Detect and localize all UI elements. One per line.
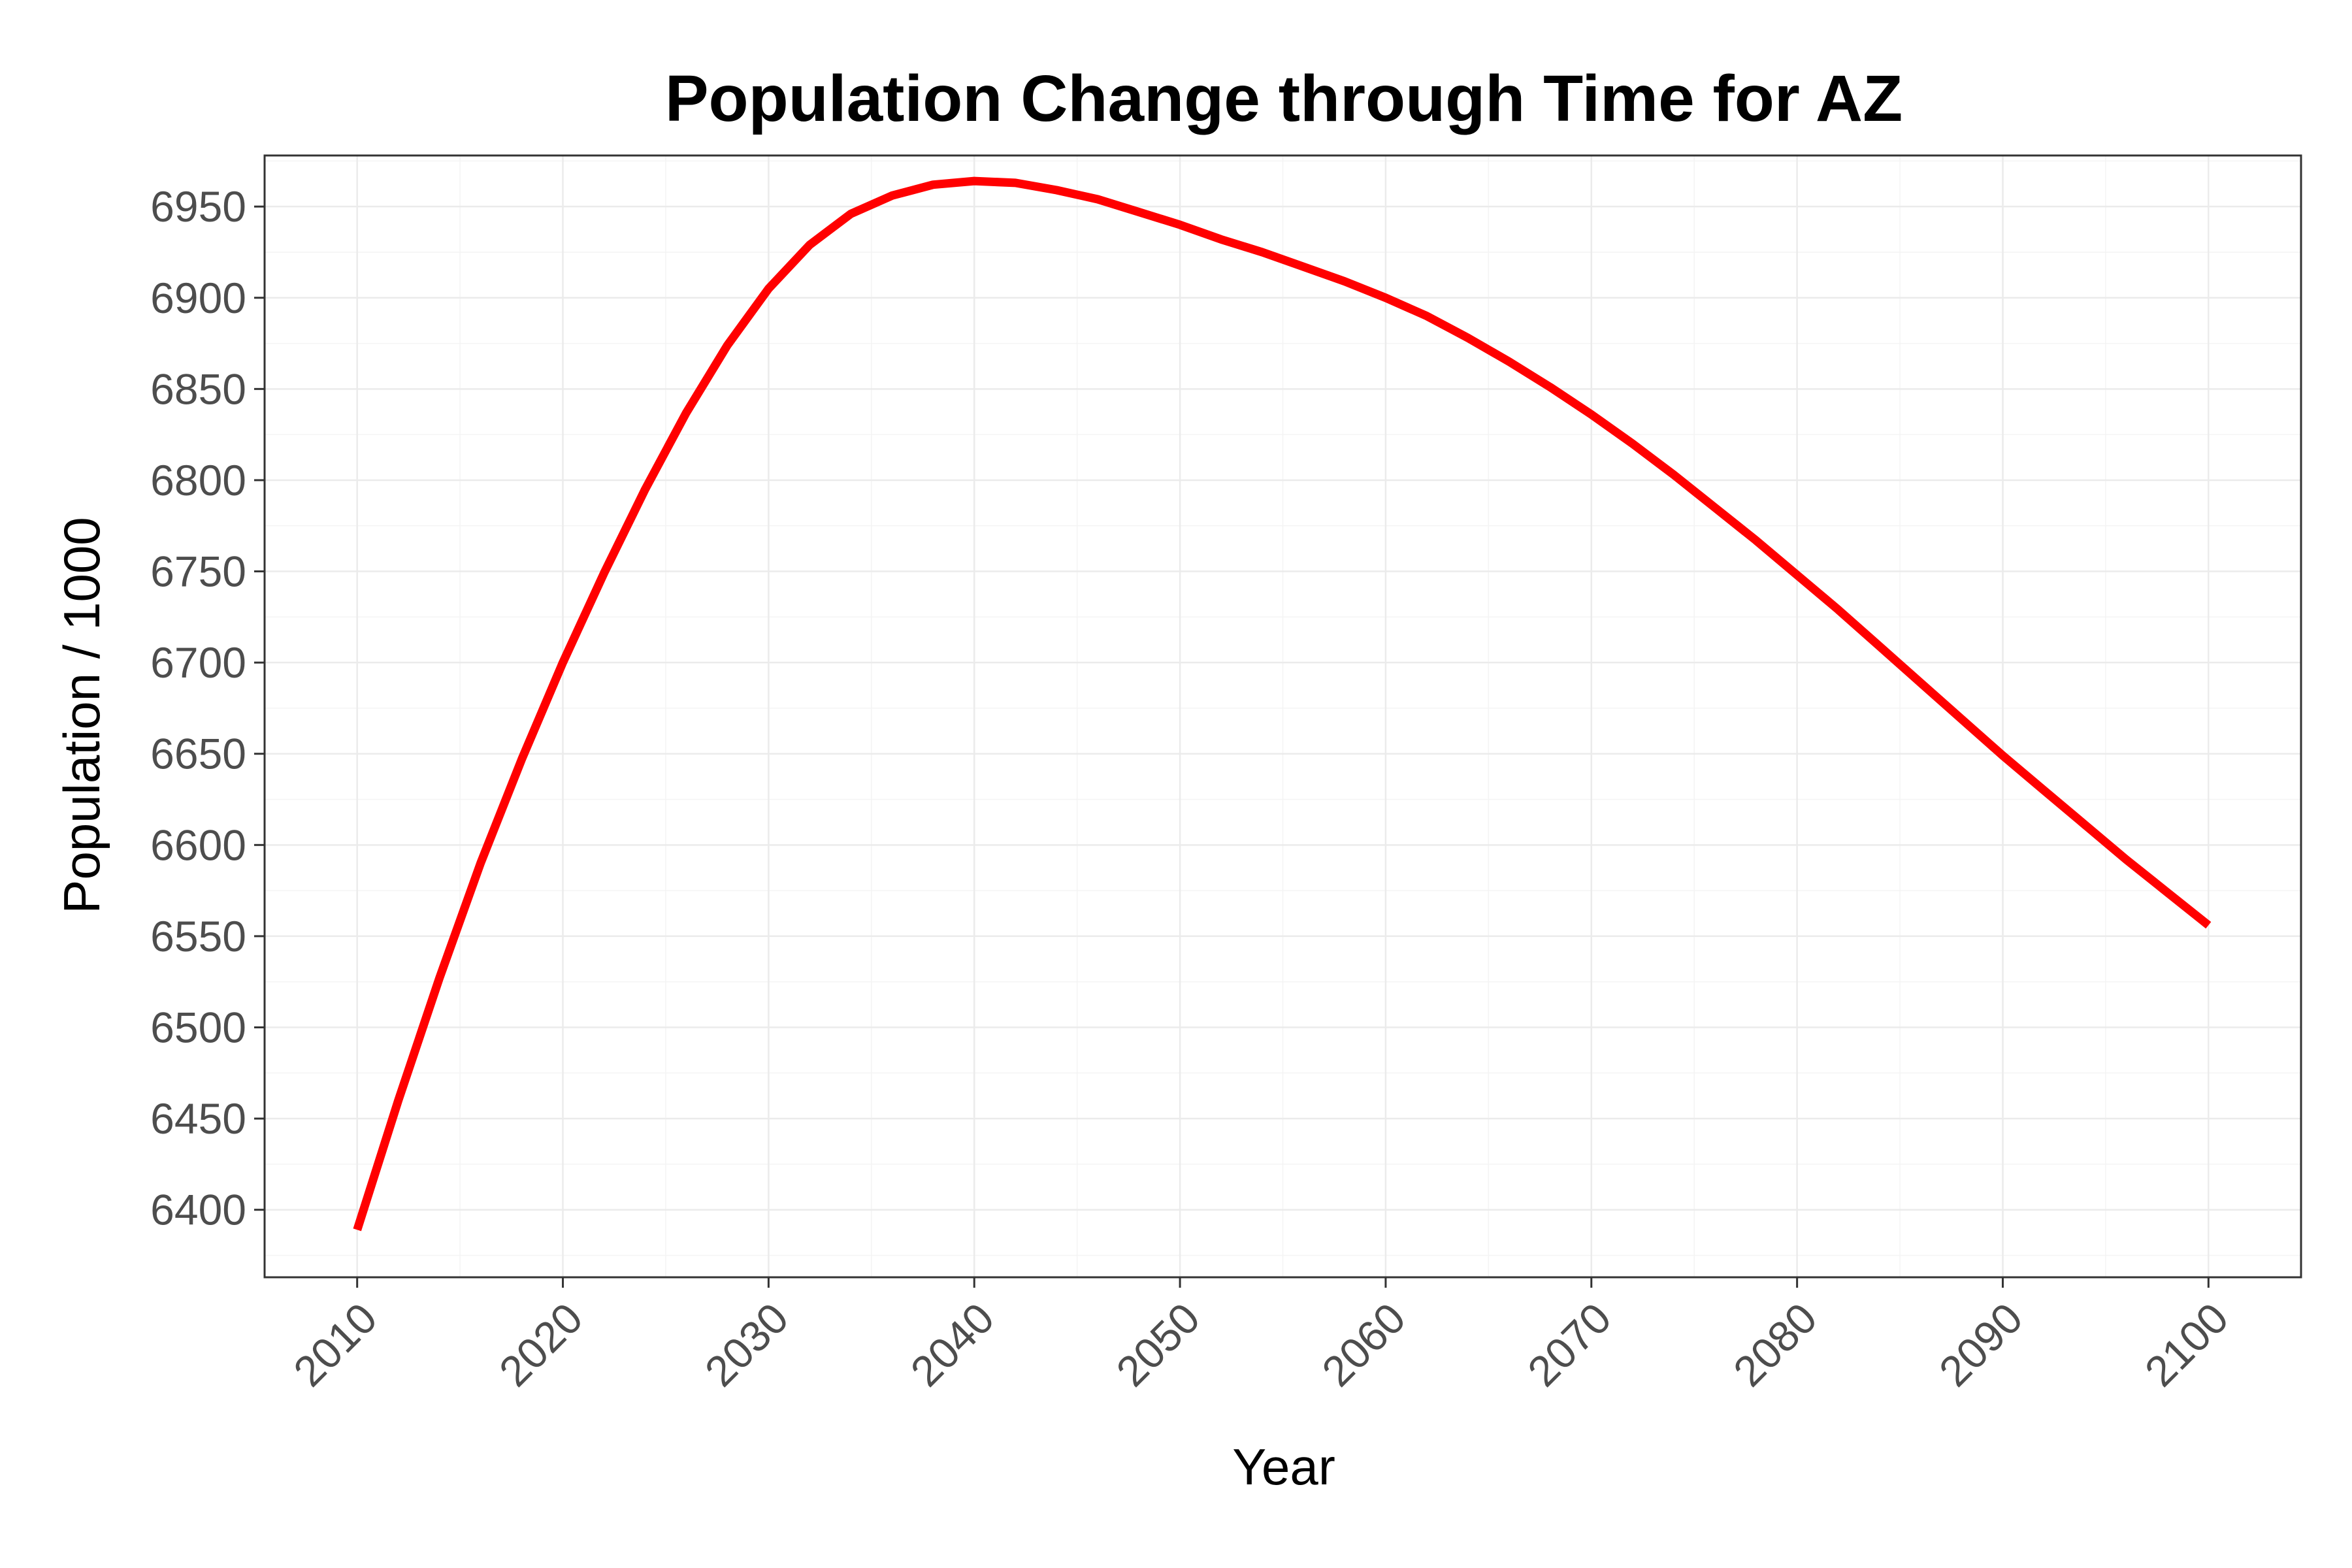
x-tick-label: 2080 bbox=[1724, 1294, 1826, 1396]
x-tick-label: 2010 bbox=[284, 1294, 386, 1396]
series-line bbox=[353, 176, 2212, 1232]
x-tick-label: 2090 bbox=[1930, 1294, 2032, 1396]
grid bbox=[265, 155, 2301, 1277]
y-axis-tick-labels: 6400 6450 6500 6550 6600 6650 6700 6750 6800 6850… bbox=[150, 182, 246, 1234]
y-tick-label: 6650 bbox=[150, 730, 246, 778]
x-tick-label: 2060 bbox=[1313, 1294, 1414, 1396]
x-tick-label: 2100 bbox=[2135, 1294, 2237, 1396]
y-tick-label: 6500 bbox=[150, 1004, 246, 1052]
y-axis-title: Population / 1000 bbox=[53, 517, 110, 913]
y-tick-label: 6550 bbox=[150, 912, 246, 960]
x-tick-label: 2070 bbox=[1518, 1294, 1620, 1396]
y-tick-label: 6400 bbox=[150, 1186, 246, 1234]
x-axis-title: Year bbox=[1232, 1438, 1335, 1495]
x-tick-label: 2040 bbox=[901, 1294, 1003, 1396]
y-tick-label: 6750 bbox=[150, 547, 246, 596]
y-tick-label: 6900 bbox=[150, 274, 246, 322]
chart-title: Population Change through Time for AZ bbox=[665, 62, 1903, 135]
y-tick-label: 6700 bbox=[150, 638, 246, 687]
y-tick-label: 6950 bbox=[150, 182, 246, 231]
y-tick-label: 6450 bbox=[150, 1094, 246, 1143]
y-tick-label: 6850 bbox=[150, 365, 246, 413]
y-tick-label: 6800 bbox=[150, 456, 246, 504]
plot-panel-border bbox=[263, 154, 2302, 1279]
x-tick-label: 2030 bbox=[695, 1294, 797, 1396]
x-tick-label: 2020 bbox=[490, 1294, 592, 1396]
x-axis-tick-labels: 2010 2020 2030 2040 2050 2060 2070 2080 2090 2100 bbox=[284, 1294, 2238, 1396]
x-tick-label: 2050 bbox=[1107, 1294, 1209, 1396]
axis-ticks bbox=[254, 205, 2210, 1288]
y-tick-label: 6600 bbox=[150, 821, 246, 869]
series-layer bbox=[353, 176, 2212, 1232]
